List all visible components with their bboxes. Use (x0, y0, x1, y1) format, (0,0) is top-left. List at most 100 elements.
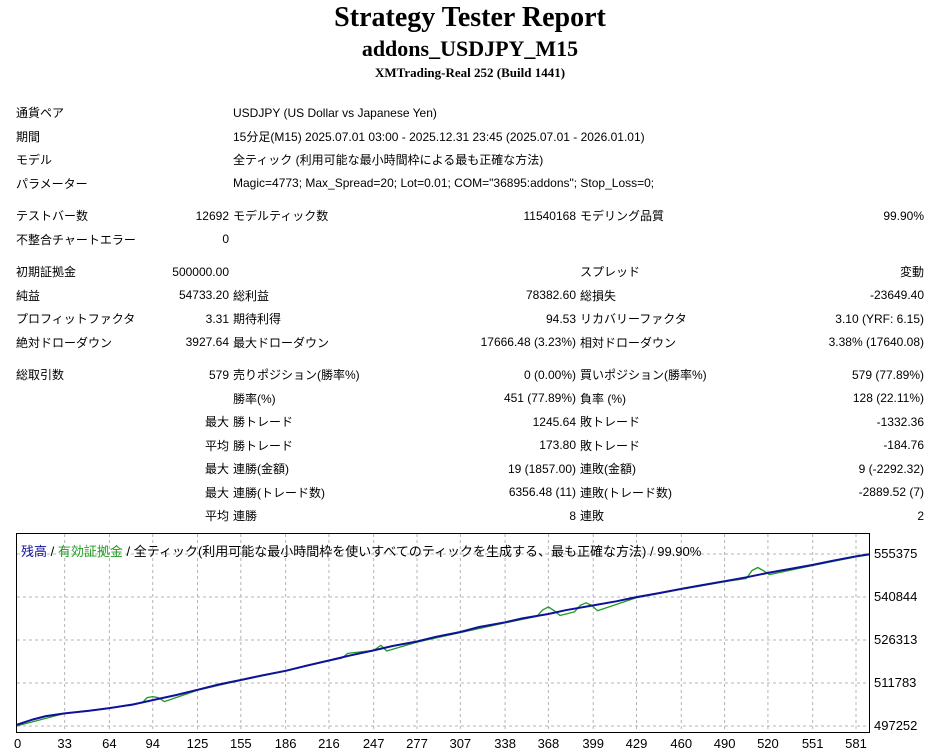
report-title: Strategy Tester Report (334, 2, 606, 33)
value-cons-loss-count: -2889.52 (7) (858, 485, 925, 500)
x-tick-label: 338 (494, 736, 516, 751)
y-tick-label: 497252 (874, 718, 918, 733)
label-short: 売りポジション(勝率%) (233, 368, 360, 383)
label-rel-dd: 相対ドローダウン (580, 335, 677, 350)
value-max-dd: 17666.48 (3.23%) (480, 335, 576, 350)
legend-quality: 99.90% (657, 544, 702, 559)
x-tick-label: 399 (582, 736, 605, 751)
label-ticks: モデルティック数 (233, 209, 329, 224)
x-tick-label: 0 (14, 736, 22, 751)
x-tick-label: 307 (449, 736, 472, 751)
row-deposit: 初期証拠金 500000.00 スプレッド 変動 (14, 260, 926, 284)
value-best-trade: 1245.64 (532, 414, 576, 429)
row-bars: テストバー数 12692 モデルティック数 11540168 モデリング品質 9… (14, 204, 926, 228)
x-tick-label: 216 (318, 736, 340, 751)
info-row-symbol: 通貨ペア USDJPY (US Dollar vs Japanese Yen) (14, 101, 926, 125)
y-tick-label: 540844 (874, 589, 918, 604)
x-tick-label: 460 (670, 736, 693, 751)
x-tick-label: 277 (406, 736, 428, 751)
row-total-trades: 総取引数 579 売りポジション(勝率%) 0 (0.00%) 買いポジション(… (14, 363, 926, 387)
x-tick-label: 155 (229, 736, 252, 751)
value-bars: 12692 (195, 208, 229, 223)
x-tick-label: 33 (57, 736, 72, 751)
balance-line (17, 553, 869, 726)
label-avg-win: 勝トレード (233, 438, 294, 453)
x-tick-label: 429 (625, 736, 648, 751)
value-cons-loss-amount: 9 (-2292.32) (858, 461, 925, 476)
label-bars: テストバー数 (16, 209, 89, 224)
row-net: 純益 54733.20 総利益 78382.60 総損失 -23649.40 (14, 284, 926, 308)
legend-separator: / (47, 544, 58, 559)
chart-legend: 残高 / 有効証拠金 / 全ティック(利用可能な最小時間枠を使いすべてのティック… (21, 541, 701, 560)
label-total-trades: 総取引数 (16, 368, 65, 383)
label-worst-trade: 敗トレード (580, 415, 641, 430)
value-win-rate: 451 (77.89%) (503, 391, 576, 406)
x-tick-label: 368 (537, 736, 560, 751)
label-max-dd: 最大ドローダウン (233, 335, 330, 350)
legend-model: 全ティック(利用可能な最小時間枠を使いすべてのティックを生成する、最も正確な方法… (133, 544, 647, 559)
label-gross-loss: 総損失 (580, 288, 617, 303)
info-row-period: 期間 15分足(M15) 2025.07.01 03:00 - 2025.12.… (14, 125, 926, 149)
label-quality: モデリング品質 (580, 209, 665, 224)
balance-chart: 残高 / 有効証拠金 / 全ティック(利用可能な最小時間枠を使いすべてのティック… (16, 533, 870, 733)
info-row-model: モデル 全ティック (利用可能な最小時間枠による最も正確な方法) (14, 148, 926, 172)
value-avg-win: 173.80 (539, 438, 576, 453)
y-tick-label: 511783 (874, 675, 917, 690)
x-tick-label: 520 (757, 736, 779, 751)
legend-separator: / (122, 544, 134, 559)
report-subtitle: addons_USDJPY_M15 (361, 36, 579, 61)
word-average: 平均 (204, 509, 229, 524)
row-avg-cons: 平均 連勝 8 連敗 2 (14, 504, 926, 528)
label-avg-loss: 敗トレード (580, 438, 641, 453)
row-profit-factor: プロフィットファクタ 3.31 期待利得 94.53 リカバリーファクタ 3.1… (14, 307, 926, 331)
value-period: 15分足(M15) 2025.07.01 03:00 - 2025.12.31 … (233, 129, 645, 144)
value-avg-loss: -184.76 (883, 438, 925, 453)
label-abs-dd: 絶対ドローダウン (16, 335, 113, 350)
value-cons-win-count: 6356.48 (11) (508, 485, 576, 500)
value-long: 579 (77.89%) (851, 367, 925, 382)
value-total-trades: 579 (208, 367, 229, 382)
value-parameters: Magic=4773; Max_Spread=20; Lot=0.01; COM… (233, 176, 655, 191)
y-tick-label: 526313 (874, 632, 918, 647)
label-recovery: リカバリーファクタ (580, 312, 687, 327)
value-recovery: 3.10 (YRF: 6.15) (835, 311, 925, 326)
info-row-parameters: パラメーター Magic=4773; Max_Spread=20; Lot=0.… (14, 172, 926, 196)
label-cons-win-count: 連勝(トレード数) (233, 485, 325, 500)
label-gross-profit: 総利益 (233, 288, 270, 303)
value-profit-factor: 3.31 (205, 311, 229, 326)
value-gross-profit: 78382.60 (525, 288, 576, 303)
value-abs-dd: 3927.64 (185, 335, 229, 350)
row-average: 平均 勝トレード 173.80 敗トレード -184.76 (14, 434, 926, 458)
label-best-trade: 勝トレード (233, 415, 294, 430)
word-max: 最大 (204, 462, 229, 477)
label-parameters: パラメーター (16, 176, 88, 191)
value-loss-rate: 128 (22.11%) (852, 391, 925, 406)
x-tick-label: 581 (845, 736, 867, 751)
value-model: 全ティック (利用可能な最小時間枠による最も正確な方法) (233, 153, 544, 168)
value-deposit: 500000.00 (172, 264, 229, 279)
value-short: 0 (0.00%) (523, 367, 576, 382)
value-cons-win-amount: 19 (1857.00) (507, 461, 576, 476)
label-loss-rate: 負率 (%) (580, 391, 626, 406)
legend-separator: / (646, 544, 658, 559)
value-gross-loss: -23649.40 (869, 288, 925, 303)
report-table: 通貨ペア USDJPY (US Dollar vs Japanese Yen) … (14, 101, 926, 528)
x-tick-label: 490 (713, 736, 736, 751)
word-max: 最大 (204, 485, 229, 500)
label-avg-cons-loss: 連敗 (580, 509, 605, 524)
x-tick-label: 186 (274, 736, 297, 751)
value-spread: 変動 (900, 265, 925, 280)
row-largest: 最大 勝トレード 1245.64 敗トレード -1332.36 (14, 410, 926, 434)
label-expected: 期待利得 (233, 312, 282, 327)
value-quality: 99.90% (883, 208, 925, 223)
row-cons-count: 最大 連勝(トレード数) 6356.48 (11) 連敗(トレード数) -288… (14, 481, 926, 505)
label-win-rate: 勝率(%) (233, 391, 276, 406)
value-symbol: USDJPY (US Dollar vs Japanese Yen) (233, 105, 437, 120)
row-win-rate: 勝率(%) 451 (77.89%) 負率 (%) 128 (22.11%) (14, 387, 926, 411)
word-max: 最大 (204, 415, 229, 430)
value-net: 54733.20 (178, 288, 229, 303)
row-drawdown: 絶対ドローダウン 3927.64 最大ドローダウン 17666.48 (3.23… (14, 331, 926, 355)
label-symbol: 通貨ペア (16, 106, 65, 121)
y-tick-label: 555375 (874, 546, 918, 561)
label-period: 期間 (16, 129, 41, 144)
